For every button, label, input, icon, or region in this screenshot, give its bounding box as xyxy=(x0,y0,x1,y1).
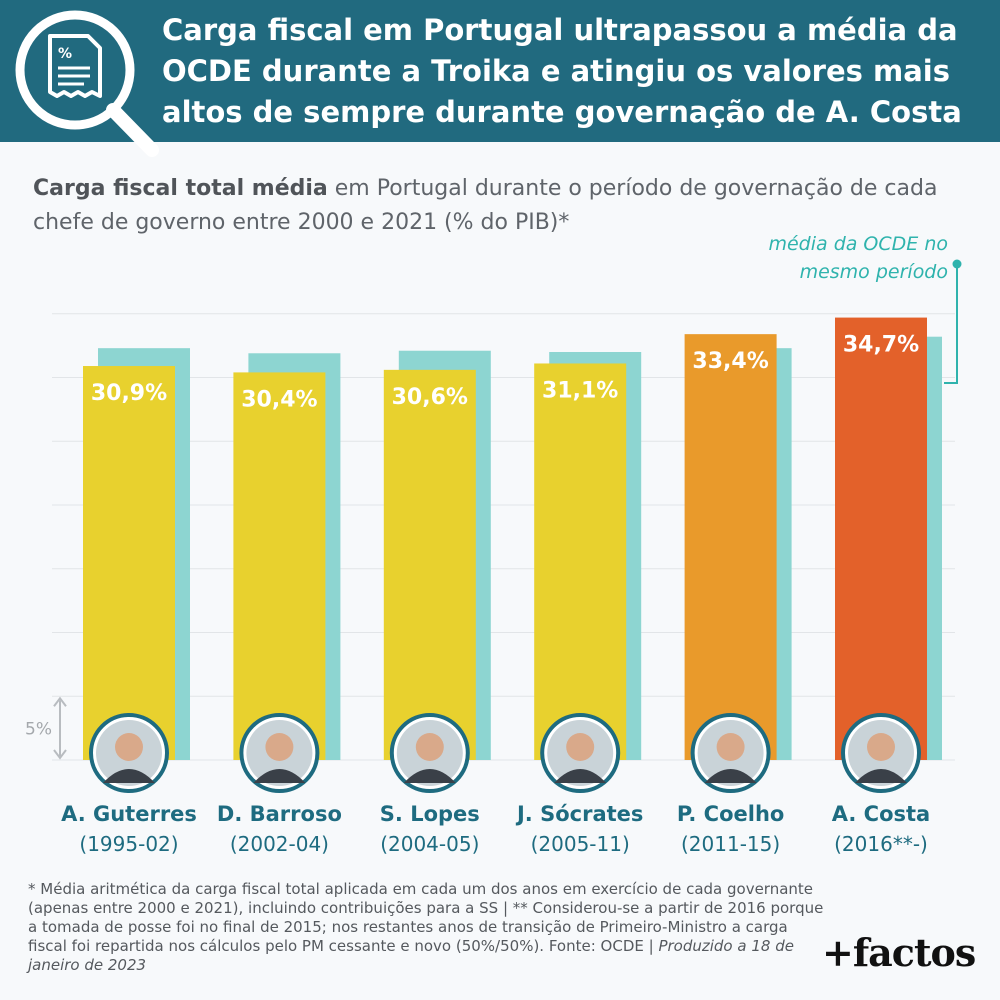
portrait-face xyxy=(566,733,595,761)
portrait-face xyxy=(115,733,143,761)
portrait-face xyxy=(265,733,294,761)
portrait-suit xyxy=(403,769,456,783)
tax-burden-bar xyxy=(383,369,476,760)
portrait-face xyxy=(867,733,895,761)
footnote: * Média aritmética da carga fiscal total… xyxy=(28,880,828,975)
category-name: D. Barroso xyxy=(217,802,342,826)
oecd-note-leader xyxy=(944,259,962,384)
brand-logo: +factos xyxy=(822,930,976,975)
scale-arrow-down xyxy=(53,749,67,760)
portrait-suit xyxy=(103,769,155,783)
category-name: P. Coelho xyxy=(677,802,784,826)
category-period: (2004-05) xyxy=(380,832,479,856)
tax-burden-bar xyxy=(835,317,927,760)
subtitle-rest: em Portugal durante o período de governa… xyxy=(33,176,938,235)
scale-arrow-up xyxy=(53,696,67,707)
subtitle-bold: Carga fiscal total média xyxy=(33,176,328,201)
tax-burden-bar xyxy=(534,363,627,760)
category-name: S. Lopes xyxy=(380,802,480,826)
portrait-face xyxy=(415,733,444,761)
footnote-produced: Produzido a 18 de janeiro de 2023 xyxy=(28,937,794,974)
svg-text:%: % xyxy=(58,46,72,62)
portrait-suit xyxy=(704,769,757,783)
bar-value-label: 30,6% xyxy=(392,385,468,410)
bar-chart: 5% 30,9% A. Guterres (1995-02) 30,4% D. Barro… xyxy=(25,313,955,856)
portrait-suit xyxy=(554,769,607,783)
scale-label: 5% xyxy=(25,719,52,739)
oecd-average-note: média da OCDE no mesmo período xyxy=(768,233,948,283)
tax-burden-bar xyxy=(684,334,777,760)
category-period: (2005-11) xyxy=(531,832,630,856)
chart-subtitle: Carga fiscal total média em Portugal dur… xyxy=(33,172,983,240)
portrait-face xyxy=(716,733,745,761)
category-name: A. Costa xyxy=(832,802,930,826)
portrait-suit xyxy=(253,769,306,783)
bar-value-label: 30,4% xyxy=(241,387,317,412)
category-name: A. Guterres xyxy=(61,802,197,826)
header-banner: % Carga fiscal em Portugal ultrapassou a… xyxy=(0,0,1000,157)
bar-value-label: 31,1% xyxy=(542,378,618,403)
category-period: (2016**-) xyxy=(834,832,928,856)
bar-value-label: 33,4% xyxy=(692,349,768,374)
portrait-suit xyxy=(855,769,907,783)
document-search-icon: % xyxy=(15,10,159,157)
category-name: J. Sócrates xyxy=(515,802,643,826)
tax-burden-bar xyxy=(233,372,326,760)
category-period: (2011-15) xyxy=(681,832,780,856)
tax-burden-bar xyxy=(83,366,175,760)
category-period: (1995-02) xyxy=(79,832,178,856)
bar-value-label: 30,9% xyxy=(91,381,167,406)
page-title: Carga fiscal em Portugal ultrapassou a m… xyxy=(162,13,962,129)
category-period: (2002-04) xyxy=(230,832,329,856)
bar-value-label: 34,7% xyxy=(843,333,919,358)
footnote-text: * Média aritmética da carga fiscal total… xyxy=(28,880,824,955)
